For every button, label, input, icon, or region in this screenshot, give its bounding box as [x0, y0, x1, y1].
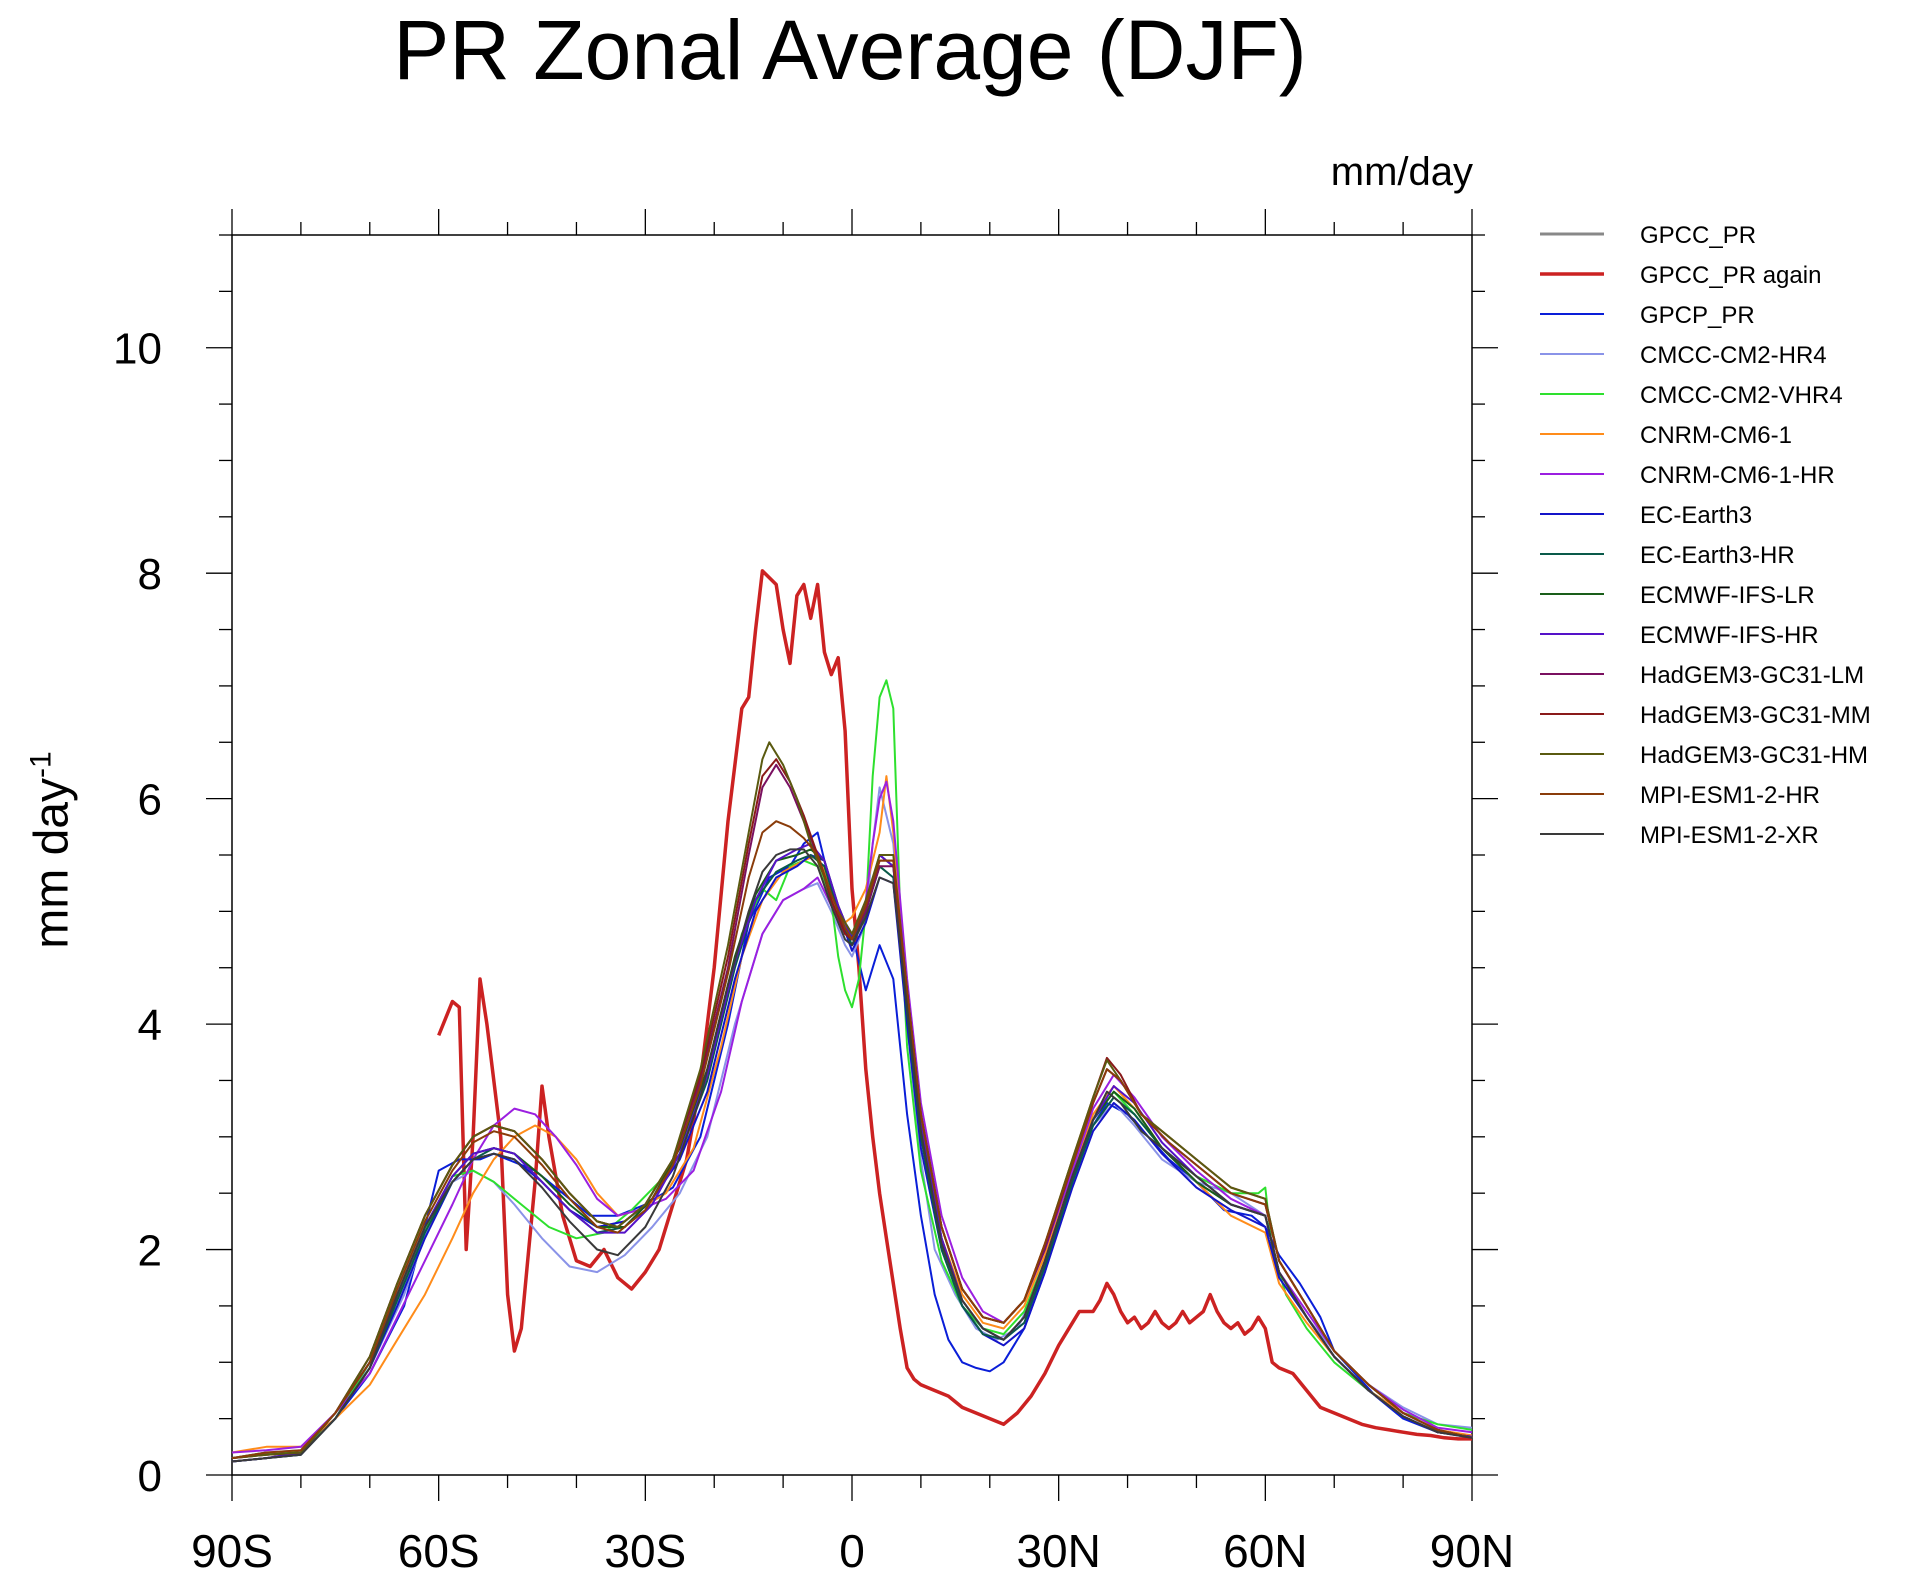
legend-label: GPCC_PR	[1640, 222, 1756, 249]
x-tick-label: 60S	[398, 1525, 480, 1577]
legend-label: GPCC_PR again	[1640, 262, 1821, 289]
x-tick-label: 90N	[1430, 1525, 1514, 1577]
legend-label: EC-Earth3	[1640, 502, 1752, 529]
y-tick-label: 4	[138, 1001, 162, 1050]
legend-label: CMCC-CM2-HR4	[1640, 342, 1827, 369]
x-tick-label: 0	[839, 1525, 865, 1577]
legend-label: HadGEM3-GC31-HM	[1640, 742, 1868, 769]
legend-label: EC-Earth3-HR	[1640, 542, 1795, 569]
legend-label: GPCP_PR	[1640, 302, 1755, 329]
x-tick-label: 90S	[191, 1525, 273, 1577]
legend-label: ECMWF-IFS-HR	[1640, 622, 1819, 649]
legend-label: CNRM-CM6-1	[1640, 422, 1792, 449]
series-lines	[231, 569, 1473, 1463]
y-tick-label: 0	[138, 1452, 162, 1501]
series-line-6	[231, 780, 1473, 1454]
x-tick-label: 30N	[1016, 1525, 1100, 1577]
units-label: mm/day	[1330, 150, 1473, 194]
legend-label: ECMWF-IFS-LR	[1640, 582, 1815, 609]
legend-label: HadGEM3-GC31-MM	[1640, 702, 1871, 729]
legend: GPCC_PR GPCC_PR again GPCP_PR CMCC-CM2-HR4 C…	[1540, 222, 1871, 849]
x-tick-label: 30S	[604, 1525, 686, 1577]
series-line-1	[437, 569, 1472, 1441]
legend-label: MPI-ESM1-2-XR	[1640, 822, 1819, 849]
legend-label: CNRM-CM6-1-HR	[1640, 462, 1835, 489]
y-tick-label: 8	[138, 550, 162, 599]
axis-ticks: 0 2 4 6 8 10 90S 60S 30S 0 30N 60N 90N	[113, 209, 1514, 1577]
series-line-13	[231, 741, 1473, 1460]
series-line-2	[231, 831, 1473, 1460]
legend-label: HadGEM3-GC31-LM	[1640, 662, 1864, 689]
chart-title: PR Zonal Average (DJF)	[393, 3, 1307, 97]
series-line-14	[231, 820, 1473, 1460]
y-tick-label: 6	[138, 776, 162, 825]
series-line-4	[231, 679, 1473, 1460]
legend-label: MPI-ESM1-2-HR	[1640, 782, 1820, 809]
y-tick-label: 2	[138, 1227, 162, 1276]
y-tick-label: 10	[113, 325, 162, 374]
legend-label: CMCC-CM2-VHR4	[1640, 382, 1843, 409]
series-line-15	[231, 848, 1473, 1463]
x-tick-label: 60N	[1223, 1525, 1307, 1577]
